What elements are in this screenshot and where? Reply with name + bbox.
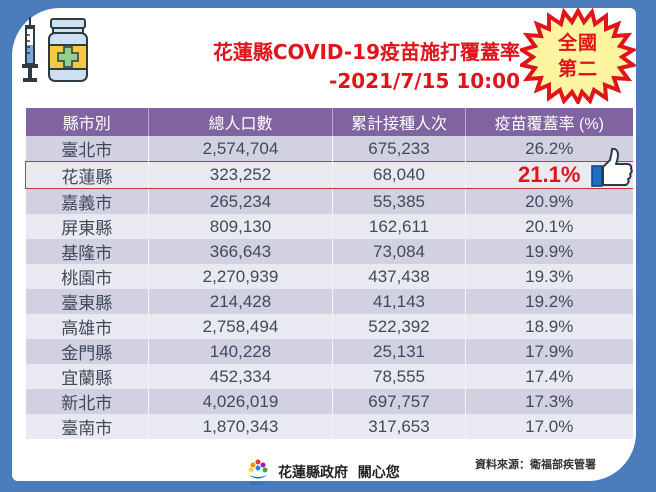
- table-row: 基隆市 366,643 73,084 19.9%: [25, 239, 633, 264]
- city-cell: 高雄市: [25, 314, 149, 339]
- city-cell: 屏東縣: [25, 214, 149, 239]
- city-cell: 金門縣: [25, 339, 149, 364]
- population-cell: 140,228: [148, 339, 333, 364]
- coverage-cell: 17.4%: [465, 364, 633, 389]
- title-line-2: -2021/7/15 10:00: [329, 69, 520, 93]
- population-cell: 265,234: [148, 188, 333, 214]
- table-row: 屏東縣 809,130 162,611 20.1%: [25, 214, 633, 239]
- table-row: 嘉義市 265,234 55,385 20.9%: [25, 188, 633, 214]
- header-city: 縣市別: [25, 108, 149, 136]
- footer-slogan: 花蓮縣政府 關心您: [278, 465, 400, 481]
- doses-cell: 675,233: [332, 136, 466, 162]
- table-row: 臺北市 2,574,704 675,233 26.2%: [25, 136, 633, 162]
- population-cell: 4,026,019: [148, 389, 333, 414]
- header-coverage: 疫苗覆蓋率 (%): [465, 108, 633, 136]
- doses-cell: 317,653: [332, 414, 466, 439]
- header-population: 總人口數: [148, 108, 333, 136]
- svg-text:Hualien: Hualien: [250, 481, 266, 486]
- vaccine-vial-icon: [48, 18, 88, 82]
- city-cell: 宜蘭縣: [25, 364, 149, 389]
- doses-cell: 55,385: [332, 188, 466, 214]
- title-line-1: 花蓮縣COVID-19疫苗施打覆蓋率: [212, 40, 520, 64]
- city-cell: 基隆市: [25, 239, 149, 264]
- badge-line-2: 第二: [557, 58, 598, 80]
- coverage-cell: 19.9%: [465, 239, 633, 264]
- population-cell: 452,334: [148, 364, 333, 389]
- starburst-icon: [517, 6, 638, 107]
- header-doses: 累計接種人次: [332, 108, 466, 136]
- thumbs-up-icon: [590, 146, 634, 194]
- doses-cell: 437,438: [332, 264, 466, 289]
- rank-badge: 全國 第二: [517, 6, 638, 107]
- doses-cell: 68,040: [332, 161, 466, 189]
- badge-line-1: 全國: [557, 32, 598, 54]
- doses-cell: 522,392: [332, 314, 466, 339]
- hualien-county-logo: Hualien: [247, 458, 269, 490]
- coverage-cell: 26.2%: [465, 136, 633, 162]
- table-row: 新北市 4,026,019 697,757 17.3%: [25, 389, 633, 414]
- coverage-cell: 17.0%: [465, 414, 633, 439]
- population-cell: 214,428: [148, 289, 333, 314]
- coverage-cell: 20.1%: [465, 214, 633, 239]
- doses-cell: 162,611: [332, 214, 466, 239]
- table-row: 高雄市 2,758,494 522,392 18.9%: [25, 314, 633, 339]
- city-cell: 新北市: [25, 389, 149, 414]
- data-source: 資料來源：衛福部疾管署: [475, 458, 596, 471]
- page-title: 花蓮縣COVID-19疫苗施打覆蓋率 -2021/7/15 10:00: [100, 38, 520, 96]
- doses-cell: 697,757: [332, 389, 466, 414]
- population-cell: 2,574,704: [148, 136, 333, 162]
- coverage-table: 縣市別 總人口數 累計接種人次 疫苗覆蓋率 (%) 臺北市 2,574,704 …: [25, 108, 633, 439]
- syringe-icon: [22, 17, 38, 82]
- doses-cell: 41,143: [332, 289, 466, 314]
- population-cell: 1,870,343: [148, 414, 333, 439]
- coverage-cell: 19.2%: [465, 289, 633, 314]
- population-cell: 809,130: [148, 214, 333, 239]
- table-row: 宜蘭縣 452,334 78,555 17.4%: [25, 364, 633, 389]
- doses-cell: 73,084: [332, 239, 466, 264]
- city-cell: 臺南市: [25, 414, 149, 439]
- population-cell: 2,758,494: [148, 314, 333, 339]
- table-row: 金門縣 140,228 25,131 17.9%: [25, 339, 633, 364]
- population-cell: 366,643: [148, 239, 333, 264]
- coverage-cell: 19.3%: [465, 264, 633, 289]
- coverage-cell: 17.3%: [465, 389, 633, 414]
- table-header-row: 縣市別 總人口數 累計接種人次 疫苗覆蓋率 (%): [25, 108, 633, 136]
- city-cell: 臺東縣: [25, 289, 149, 314]
- table-row: 桃園市 2,270,939 437,438 19.3%: [25, 264, 633, 289]
- table-row: 臺東縣 214,428 41,143 19.2%: [25, 289, 633, 314]
- population-cell: 323,252: [148, 161, 333, 189]
- city-cell: 桃園市: [25, 264, 149, 289]
- table-row: 臺南市 1,870,343 317,653 17.0%: [25, 414, 633, 439]
- city-cell: 臺北市: [25, 136, 149, 162]
- coverage-cell: 17.9%: [465, 339, 633, 364]
- coverage-cell: 18.9%: [465, 314, 633, 339]
- city-cell: 嘉義市: [25, 188, 149, 214]
- table-row-highlighted: 花蓮縣 323,252 68,040 21.1%: [25, 161, 633, 189]
- coverage-cell: 20.9%: [465, 188, 633, 214]
- doses-cell: 78,555: [332, 364, 466, 389]
- population-cell: 2,270,939: [148, 264, 333, 289]
- city-cell: 花蓮縣: [25, 161, 149, 189]
- vaccine-icons: [22, 15, 92, 89]
- doses-cell: 25,131: [332, 339, 466, 364]
